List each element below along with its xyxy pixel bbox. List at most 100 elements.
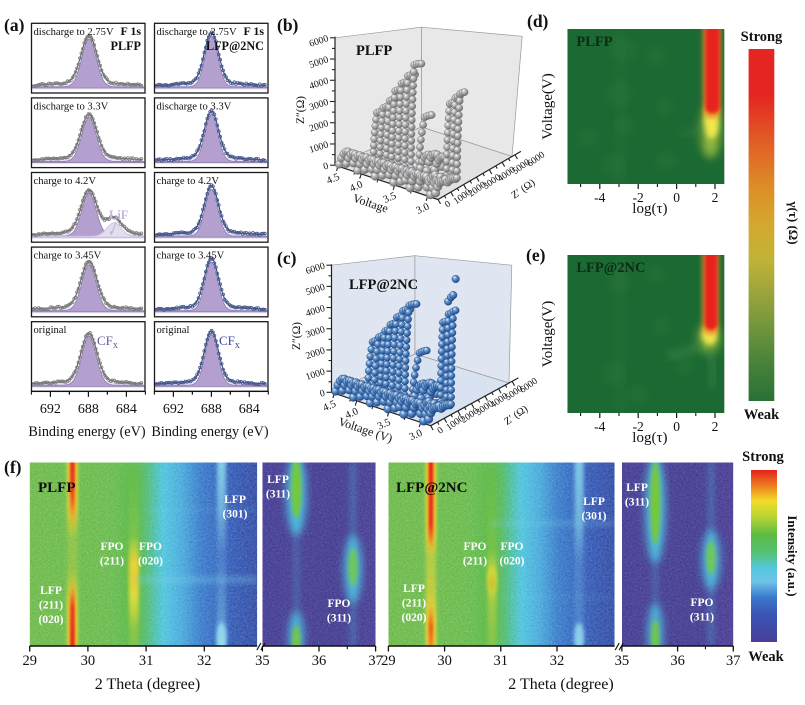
svg-text:30: 30 (81, 653, 96, 669)
svg-text:37: 37 (368, 653, 383, 669)
svg-text:PLFP: PLFP (356, 43, 392, 59)
svg-text:Voltage(V): Voltage(V) (540, 73, 556, 139)
svg-text:-4: -4 (594, 419, 605, 434)
svg-text:(020): (020) (500, 556, 525, 568)
svg-text:(211): (211) (100, 556, 124, 568)
svg-text:Binding energy (eV): Binding energy (eV) (28, 424, 145, 440)
svg-text:(d): (d) (527, 11, 549, 31)
svg-text:LFP: LFP (583, 496, 605, 508)
svg-text:FPO: FPO (101, 541, 124, 553)
svg-text:(211): (211) (39, 600, 63, 612)
svg-text:(311): (311) (625, 497, 649, 509)
svg-text:LFP@2NC: LFP@2NC (396, 480, 467, 496)
svg-text:31: 31 (494, 653, 509, 669)
svg-text:(211): (211) (463, 556, 487, 568)
svg-text:discharge to 2.75V: discharge to 2.75V (34, 27, 114, 38)
svg-text:charge to 4.2V: charge to 4.2V (34, 176, 97, 187)
svg-text:692: 692 (40, 402, 61, 417)
svg-text:4.0: 4.0 (344, 406, 360, 421)
svg-text:FPO: FPO (464, 541, 487, 553)
svg-text:684: 684 (239, 402, 260, 417)
svg-text:2: 2 (712, 190, 719, 205)
svg-text:LFP@2NC: LFP@2NC (576, 260, 645, 276)
svg-text:0: 0 (435, 425, 445, 437)
svg-text:FPO: FPO (328, 598, 351, 610)
svg-text:discharge to 3.3V: discharge to 3.3V (157, 101, 232, 112)
svg-text:LFP: LFP (40, 585, 62, 597)
svg-text:2 Theta (degree): 2 Theta (degree) (95, 676, 200, 693)
svg-text:32: 32 (197, 653, 212, 669)
svg-text:LFP: LFP (626, 482, 648, 494)
svg-text:0: 0 (318, 388, 326, 400)
svg-text:4.0: 4.0 (348, 179, 364, 194)
svg-text:CFx: CFx (219, 333, 240, 351)
svg-text:37: 37 (726, 653, 741, 669)
svg-text:Z″(Ω): Z″(Ω) (295, 96, 307, 124)
svg-text:(301): (301) (223, 509, 248, 521)
svg-text:(301): (301) (582, 511, 607, 523)
svg-text:30: 30 (437, 653, 452, 669)
svg-text:3.0: 3.0 (415, 201, 431, 216)
svg-text:charge to 4.2V: charge to 4.2V (157, 176, 220, 187)
svg-text:3.5: 3.5 (382, 191, 398, 206)
svg-text:PLFP: PLFP (111, 39, 142, 53)
svg-text:36: 36 (312, 653, 327, 669)
svg-text:log(τ): log(τ) (632, 430, 667, 446)
svg-text:4.5: 4.5 (325, 172, 341, 187)
svg-text:LFP@2NC: LFP@2NC (206, 39, 264, 53)
svg-text:-4: -4 (594, 190, 605, 205)
svg-text:29: 29 (381, 653, 396, 669)
svg-text:discharge to 2.75V: discharge to 2.75V (157, 27, 237, 38)
svg-text:Strong: Strong (742, 449, 784, 465)
svg-text:-2: -2 (633, 190, 644, 205)
svg-text:charge to 3.45V: charge to 3.45V (34, 251, 102, 262)
svg-text:FPO: FPO (691, 597, 714, 609)
svg-text:(e): (e) (526, 245, 546, 265)
svg-text:(020): (020) (402, 612, 427, 624)
svg-text:discharge to 3.3V: discharge to 3.3V (34, 101, 109, 112)
svg-text:Weak: Weak (748, 649, 784, 665)
svg-text:2: 2 (712, 419, 719, 434)
svg-text:-2: -2 (633, 419, 644, 434)
svg-text:Z″(Ω): Z″(Ω) (291, 322, 303, 350)
svg-text:31: 31 (139, 653, 154, 669)
svg-text:29: 29 (22, 653, 37, 669)
svg-text:FPO: FPO (501, 541, 524, 553)
svg-text:0: 0 (322, 161, 330, 173)
svg-text:CFx: CFx (97, 333, 118, 351)
svg-text:0: 0 (673, 190, 680, 205)
svg-text:PLFP: PLFP (576, 34, 612, 50)
svg-text:692: 692 (163, 402, 184, 417)
svg-text:35: 35 (615, 653, 630, 669)
svg-text:Voltage(V): Voltage(V) (540, 301, 556, 367)
svg-text:original: original (157, 325, 190, 336)
svg-text:LFP: LFP (267, 474, 289, 486)
svg-text:log(τ): log(τ) (632, 201, 667, 217)
svg-text:4.5: 4.5 (321, 399, 337, 414)
svg-text:Strong: Strong (741, 29, 783, 45)
svg-text:3.0: 3.0 (408, 428, 424, 443)
svg-text:(c): (c) (277, 248, 297, 268)
svg-text:3.5: 3.5 (376, 417, 392, 432)
svg-text:(311): (311) (327, 613, 351, 625)
svg-text:(211): (211) (402, 598, 426, 610)
svg-text:PLFP: PLFP (38, 480, 76, 496)
svg-text:32: 32 (550, 653, 565, 669)
svg-text:γ(τ) (Ω): γ(τ) (Ω) (786, 200, 801, 244)
svg-text:(020): (020) (138, 556, 163, 568)
svg-text:36: 36 (670, 653, 685, 669)
svg-text:2 Theta (degree): 2 Theta (degree) (508, 676, 613, 693)
svg-text:LFP: LFP (403, 583, 425, 595)
svg-text:(020): (020) (39, 614, 64, 626)
svg-text:688: 688 (78, 402, 99, 417)
svg-text:LiF: LiF (109, 208, 129, 222)
svg-text:0: 0 (673, 419, 680, 434)
svg-text:original: original (34, 325, 67, 336)
svg-text:(311): (311) (266, 489, 290, 501)
svg-text:Intensity (a.u.): Intensity (a.u.) (785, 515, 800, 596)
svg-text:Weak: Weak (744, 407, 780, 423)
svg-text:(311): (311) (690, 612, 714, 624)
svg-text:(f): (f) (4, 457, 22, 477)
svg-text:charge to 3.45V: charge to 3.45V (157, 251, 225, 262)
svg-text:LFP: LFP (224, 494, 246, 506)
